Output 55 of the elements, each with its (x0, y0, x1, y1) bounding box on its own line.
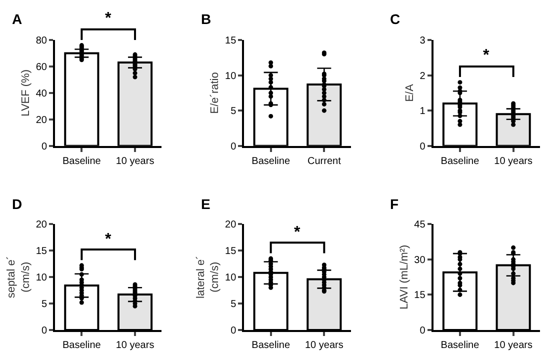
x-tick-label: Baseline (252, 340, 290, 351)
y-tick-label: 5 (230, 299, 237, 310)
y-tick-label: 45 (414, 220, 426, 231)
x-tick-label: Baseline (62, 340, 102, 351)
y-tick-label: 80 (36, 36, 48, 46)
chart-title: C (390, 11, 400, 27)
chart-title: F (390, 196, 399, 212)
y-tick-label: 0 (420, 141, 426, 152)
y-tick-label: 3 (420, 36, 426, 46)
y-tick-label: 5 (230, 106, 237, 118)
y-tick-label: 60 (36, 62, 48, 73)
annotation: * (294, 224, 301, 241)
y-tick-label: 0 (420, 326, 426, 336)
y-tick-label: 15 (414, 290, 426, 302)
text: * (105, 10, 112, 27)
y-tick-label: 0 (230, 141, 237, 152)
y-tick-label: 2 (420, 70, 426, 82)
y-axis-title: LAVI (mL/m²) (398, 244, 410, 310)
y-tick-label: 20 (36, 220, 48, 231)
y-axis-title: E/A (404, 83, 416, 102)
chart-title: E (201, 196, 210, 212)
y-tick-label: 0 (230, 326, 237, 336)
chart-title: A (12, 11, 22, 27)
x-tick-label: 10 years (494, 340, 532, 351)
x-tick-label: Baseline (440, 156, 480, 167)
y-tick-label: 10 (225, 272, 237, 284)
y-tick-label: 0 (41, 141, 48, 152)
y-tick-label: 0 (41, 326, 48, 336)
y-axis-title: LVEF (%) (20, 69, 32, 116)
x-tick-label: Current (307, 156, 342, 167)
x-tick-label: Baseline (252, 156, 290, 167)
y-tick-label: 5 (41, 299, 48, 310)
y-tick-label: 15 (225, 246, 237, 258)
chart-title: B (201, 11, 212, 27)
y-axis-title: septal e´ (cm/s) (6, 256, 32, 298)
y-tick-label: 40 (36, 88, 48, 100)
y-tick-label: 30 (414, 254, 426, 266)
y-tick-label: 20 (225, 220, 237, 231)
y-tick-label: 15 (225, 36, 237, 46)
chart-title: D (12, 196, 22, 212)
x-tick-label: 10 years (116, 340, 154, 351)
x-tick-label: Baseline (440, 340, 480, 351)
x-tick-label: 10 years (494, 156, 532, 167)
y-tick-label: 20 (36, 114, 48, 126)
x-tick-label: 10 years (116, 156, 154, 167)
y-axis-title: E/e´ratio (209, 72, 222, 114)
y-tick-label: 1 (420, 106, 426, 118)
annotation: * (483, 47, 490, 64)
annotation: * (105, 231, 112, 248)
y-tick-label: 15 (36, 246, 48, 258)
x-tick-label: 10 years (304, 340, 344, 351)
y-tick-label: 10 (36, 272, 48, 284)
y-tick-label: 10 (225, 70, 237, 82)
x-tick-label: Baseline (62, 156, 102, 167)
y-axis-title: lateral e´ (cm/s) (194, 256, 222, 298)
